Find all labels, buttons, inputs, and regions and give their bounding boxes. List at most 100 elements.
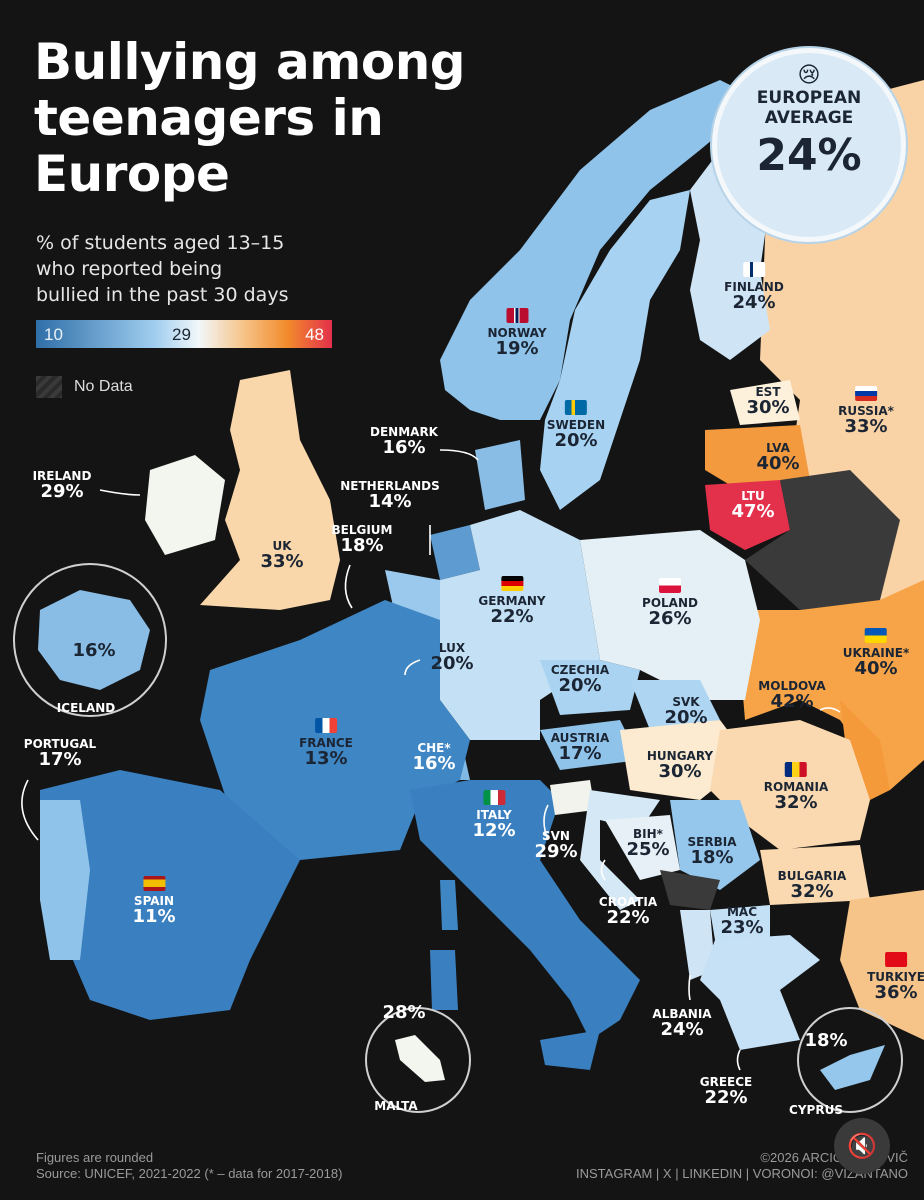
region-slovenia xyxy=(550,780,595,815)
callout-arrows xyxy=(21,449,841,1071)
cyprus-value: 18% xyxy=(804,1030,848,1051)
romania-name: ROMANIA xyxy=(763,780,829,794)
france-flag-icon xyxy=(315,718,337,733)
bih-name: BIH* xyxy=(633,827,663,841)
footer-socials: INSTAGRAM | X | LINKEDIN | VORONOI: @VIZ… xyxy=(576,1166,908,1181)
muted-speaker-icon: 🔇 xyxy=(847,1132,877,1160)
austria-name: AUSTRIA xyxy=(550,731,610,745)
label-svk: SVK 20% xyxy=(664,696,707,727)
finland-value: 24% xyxy=(732,291,776,313)
czechia-name: CZECHIA xyxy=(550,663,610,677)
region-malta xyxy=(395,1035,445,1082)
label-portugal: PORTUGAL 17% xyxy=(24,738,96,769)
iceland-value: 16% xyxy=(72,640,116,661)
romania-flag-icon xyxy=(785,762,807,777)
norway-name: NORWAY xyxy=(487,326,547,340)
poland-flag-icon xyxy=(659,578,681,593)
portugal-name: PORTUGAL xyxy=(23,737,97,751)
serbia-value: 18% xyxy=(690,846,734,868)
label-cyprus-value: 18% xyxy=(804,1030,848,1051)
no-data-label: No Data xyxy=(74,378,133,395)
turkiye-flag-icon xyxy=(884,952,907,967)
lva-name: LVA xyxy=(766,441,790,455)
badge-value: 24% xyxy=(756,130,862,181)
region-montenegro-nodata xyxy=(660,870,720,910)
label-croatia: CROATIA 22% xyxy=(599,896,657,927)
footer-note: Figures are rounded xyxy=(36,1150,154,1165)
label-russia: RUSSIA* 33% xyxy=(838,386,894,436)
subtitle-line-2: who reported being xyxy=(36,258,223,280)
ireland-value: 29% xyxy=(40,480,84,502)
svk-value: 20% xyxy=(664,706,708,728)
france-name: FRANCE xyxy=(299,736,353,750)
bulgaria-value: 32% xyxy=(790,880,834,902)
sweden-flag-icon xyxy=(565,400,587,415)
color-scale: 10 29 48 xyxy=(36,320,332,348)
norway-flag-icon xyxy=(505,308,528,323)
est-value: 30% xyxy=(746,396,790,418)
mac-name: MAC xyxy=(726,905,758,919)
label-hungary: HUNGARY 30% xyxy=(647,750,713,781)
poland-value: 26% xyxy=(648,607,692,629)
region-lithuania xyxy=(705,480,790,550)
croatia-name: CROATIA xyxy=(598,895,658,909)
region-bulgaria xyxy=(760,845,870,905)
label-netherlands: NETHERLANDS 14% xyxy=(340,480,440,511)
region-albania xyxy=(680,910,715,980)
region-slovakia xyxy=(630,680,720,730)
label-ukraine: UKRAINE* 40% xyxy=(842,628,910,679)
label-italy: ITALY 12% xyxy=(472,790,516,841)
bulgaria-name: BULGARIA xyxy=(777,869,847,883)
iceland-name: ICELAND xyxy=(56,701,116,715)
no-data-swatch xyxy=(36,376,62,398)
croatia-value: 22% xyxy=(606,906,650,928)
lux-name: LUX xyxy=(438,641,466,655)
label-denmark: DENMARK 16% xyxy=(370,426,438,457)
belgium-value: 18% xyxy=(340,534,384,556)
italy-flag-icon xyxy=(483,790,505,805)
italy-name: ITALY xyxy=(476,808,512,822)
label-iceland-name: ICELAND xyxy=(57,702,115,715)
region-moldova xyxy=(840,700,890,800)
mute-button[interactable]: 🔇 xyxy=(834,1118,890,1174)
region-romania xyxy=(710,720,870,850)
portugal-value: 17% xyxy=(38,748,82,770)
region-spain xyxy=(40,770,300,1020)
region-macedonia xyxy=(710,905,770,940)
belgium-name: BELGIUM xyxy=(331,523,393,537)
label-romania: ROMANIA 32% xyxy=(764,762,828,812)
badge-line-2: AVERAGE xyxy=(764,108,854,128)
svn-name: SVN xyxy=(542,829,570,843)
label-bulgaria: BULGARIA 32% xyxy=(778,870,847,901)
mac-value: 23% xyxy=(720,916,764,938)
netherlands-name: NETHERLANDS xyxy=(340,479,440,493)
label-svn: SVN 29% xyxy=(534,830,577,861)
svn-value: 29% xyxy=(534,840,578,862)
label-lva: LVA 40% xyxy=(756,442,799,473)
malta-inset-ring xyxy=(365,1007,471,1113)
greece-value: 22% xyxy=(704,1086,748,1108)
russia-name: RUSSIA* xyxy=(838,404,894,418)
russia-flag-icon xyxy=(854,386,877,401)
germany-name: GERMANY xyxy=(478,594,546,608)
region-sweden xyxy=(540,190,690,510)
ukraine-name: UKRAINE* xyxy=(842,646,910,660)
italy-value: 12% xyxy=(472,819,516,841)
sweden-name: SWEDEN xyxy=(546,418,606,432)
france-value: 13% xyxy=(304,747,348,769)
romania-value: 32% xyxy=(774,791,818,813)
che-value: 16% xyxy=(412,752,456,774)
label-finland: FINLAND 24% xyxy=(724,262,784,312)
region-sardinia xyxy=(430,950,458,1010)
spain-value: 11% xyxy=(132,905,176,927)
map-subtitle: % of students aged 13–15 who reported be… xyxy=(36,230,288,308)
region-italy xyxy=(410,780,640,1040)
label-ltu: LTU 47% xyxy=(731,490,774,521)
title-line-1: Bullying among xyxy=(34,33,466,91)
region-portugal xyxy=(40,800,90,960)
ukraine-value: 40% xyxy=(854,657,898,679)
netherlands-value: 14% xyxy=(368,490,412,512)
czechia-value: 20% xyxy=(558,674,602,696)
region-uk xyxy=(200,370,340,610)
